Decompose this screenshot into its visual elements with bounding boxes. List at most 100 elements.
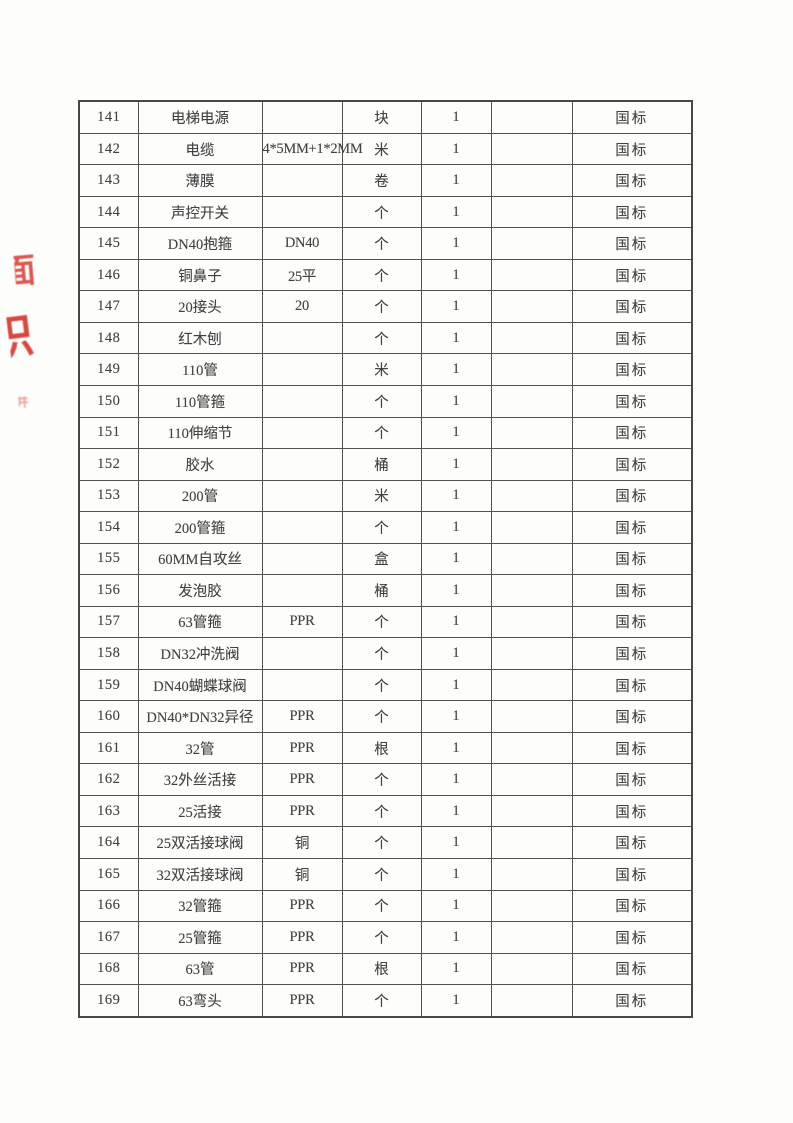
- cell-quantity: 1: [420, 479, 492, 513]
- cell-quantity: 1: [420, 448, 492, 481]
- cell-spec: [261, 385, 343, 418]
- cell-standard: 国标: [571, 227, 693, 260]
- cell-item-name: 电梯电源: [137, 100, 263, 134]
- cell-blank-column: [490, 921, 573, 954]
- cell-quantity: 1: [420, 605, 492, 639]
- cell-blank-column: [490, 700, 573, 733]
- cell-spec: 铜: [261, 857, 343, 891]
- cell-quantity: 1: [420, 195, 492, 229]
- cell-row-number: 153: [78, 479, 139, 513]
- cell-item-name: 红木刨: [137, 321, 263, 355]
- cell-blank-column: [490, 132, 573, 166]
- cell-unit: 个: [341, 857, 422, 891]
- cell-item-name: DN32冲洗阀: [137, 637, 263, 670]
- cell-row-number: 169: [78, 984, 139, 1018]
- cell-spec: [261, 100, 343, 134]
- cell-standard: 国标: [571, 353, 693, 386]
- cell-item-name: 25双活接球阀: [137, 826, 263, 859]
- cell-unit: 桶: [341, 448, 422, 481]
- cell-item-name: 110管箍: [137, 385, 263, 418]
- cell-blank-column: [490, 542, 573, 576]
- cell-spec: 25平: [261, 258, 343, 292]
- table-row: 143 薄膜 卷 1 国标: [78, 164, 693, 197]
- table-row: 163 25活接 PPR 个 1 国标: [78, 794, 693, 828]
- cell-item-name: 110管: [137, 353, 263, 386]
- table-row: 161 32管 PPR 根 1 国标: [78, 731, 693, 765]
- cell-row-number: 147: [78, 290, 139, 323]
- table-row: 153 200管 米 1 国标: [78, 479, 693, 513]
- cell-unit: 个: [341, 826, 422, 859]
- cell-blank-column: [490, 511, 573, 544]
- cell-standard: 国标: [571, 857, 693, 891]
- cell-row-number: 149: [78, 353, 139, 386]
- table-row: 149 110管 米 1 国标: [78, 353, 693, 386]
- table-row: 147 20接头 20 个 1 国标: [78, 290, 693, 323]
- cell-standard: 国标: [571, 164, 693, 197]
- cell-standard: 国标: [571, 132, 693, 166]
- cell-unit: 卷: [341, 164, 422, 197]
- cell-blank-column: [490, 100, 573, 134]
- cell-spec: [261, 353, 343, 386]
- cell-standard: 国标: [571, 668, 693, 702]
- cell-quantity: 1: [420, 637, 492, 670]
- cell-row-number: 159: [78, 668, 139, 702]
- cell-quantity: 1: [420, 321, 492, 355]
- red-seal-fragment-icon: 面: [12, 252, 38, 293]
- cell-spec: 铜: [261, 826, 343, 859]
- cell-row-number: 167: [78, 921, 139, 954]
- table-row: 152 胶水 桶 1 国标: [78, 448, 693, 481]
- cell-blank-column: [490, 889, 573, 923]
- cell-item-name: 32管箍: [137, 889, 263, 923]
- cell-spec: PPR: [261, 763, 343, 796]
- cell-blank-column: [490, 763, 573, 796]
- cell-blank-column: [490, 195, 573, 229]
- cell-quantity: 1: [420, 826, 492, 859]
- table-row: 158 DN32冲洗阀 个 1 国标: [78, 637, 693, 670]
- table-row: 167 25管箍 PPR 个 1 国标: [78, 921, 693, 954]
- table-row: 165 32双活接球阀铜个 1 国标: [78, 857, 693, 891]
- cell-blank-column: [490, 479, 573, 513]
- cell-blank-column: [490, 952, 573, 986]
- cell-quantity: 1: [420, 100, 492, 134]
- cell-row-number: 145: [78, 227, 139, 260]
- cell-spec: PPR: [261, 921, 343, 954]
- cell-standard: 国标: [571, 290, 693, 323]
- cell-blank-column: [490, 353, 573, 386]
- cell-unit: 个: [341, 416, 422, 450]
- cell-quantity: 1: [420, 290, 492, 323]
- cell-spec: PPR: [261, 984, 343, 1018]
- cell-unit: 个: [341, 921, 422, 954]
- cell-item-name: 声控开关: [137, 195, 263, 229]
- cell-standard: 国标: [571, 385, 693, 418]
- cell-unit: 个: [341, 321, 422, 355]
- cell-quantity: 1: [420, 857, 492, 891]
- cell-quantity: 1: [420, 164, 492, 197]
- table-row: 155 60MM自攻丝 盒 1 国标: [78, 542, 693, 576]
- cell-unit: 个: [341, 889, 422, 923]
- table-row: 148 红木刨 个 1 国标: [78, 321, 693, 355]
- cell-item-name: 32双活接球阀: [137, 857, 263, 891]
- cell-unit: 个: [341, 984, 422, 1018]
- table-row: 142 电缆 4*5MM+1*2MM 米 1 国标: [78, 132, 693, 166]
- cell-standard: 国标: [571, 479, 693, 513]
- cell-spec: [261, 637, 343, 670]
- cell-quantity: 1: [420, 763, 492, 796]
- cell-row-number: 158: [78, 637, 139, 670]
- cell-quantity: 1: [420, 668, 492, 702]
- cell-item-name: DN40抱箍: [137, 227, 263, 260]
- cell-quantity: 1: [420, 921, 492, 954]
- cell-standard: 国标: [571, 731, 693, 765]
- cell-spec: [261, 164, 343, 197]
- cell-unit: 个: [341, 258, 422, 292]
- cell-standard: 国标: [571, 416, 693, 450]
- cell-spec: PPR: [261, 794, 343, 828]
- cell-blank-column: [490, 321, 573, 355]
- cell-unit: 个: [341, 605, 422, 639]
- cell-row-number: 155: [78, 542, 139, 576]
- cell-standard: 国标: [571, 952, 693, 986]
- table-row: 164 25双活接球阀铜个 1 国标: [78, 826, 693, 859]
- cell-row-number: 148: [78, 321, 139, 355]
- cell-spec: [261, 574, 343, 607]
- cell-blank-column: [490, 605, 573, 639]
